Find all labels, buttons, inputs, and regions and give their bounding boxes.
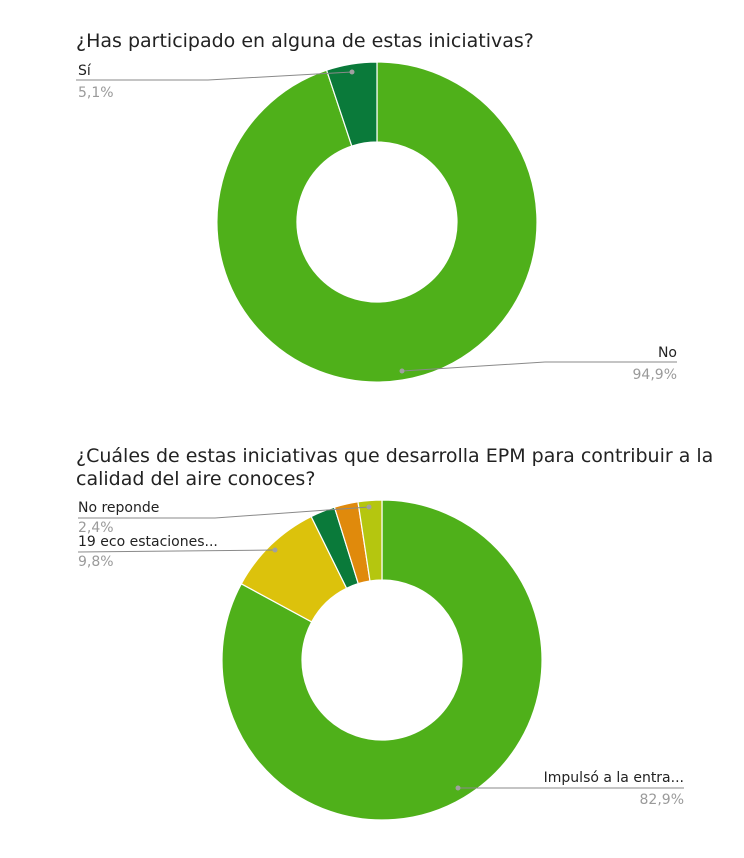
slice-pct-no: 94,9% (633, 367, 677, 383)
leader-line-no-reponde (78, 506, 370, 519)
leader-dot-no-reponde (366, 504, 372, 510)
slice-label-si: Sí (78, 63, 92, 79)
leader-dot-no (399, 368, 405, 374)
leader-dot-si (349, 69, 355, 75)
pie-slice (216, 61, 538, 383)
pie-slice (325, 61, 378, 147)
leader-line-eco-estaciones (77, 549, 276, 553)
slice-label-no: No (658, 345, 677, 361)
chart-title-line-1: ¿Cuáles de estas iniciativas que desarro… (76, 445, 713, 467)
chart-title: ¿Has participado en alguna de estas inic… (76, 30, 534, 52)
slice-pct-no-reponde: 2,4% (78, 520, 114, 536)
chart-title-line-2: calidad del aire conoces? (76, 468, 315, 490)
donut (221, 499, 543, 821)
slice-label-eco-estaciones: 19 eco estaciones... (78, 534, 218, 550)
chart-initiatives: ¿Cuáles de estas iniciativas que desarro… (76, 445, 713, 821)
leader-line-si (76, 71, 353, 81)
slice-label-no-reponde: No reponde (78, 500, 159, 516)
pie-slice (357, 499, 383, 582)
slice-label-impulso: Impulsó a la entra... (544, 770, 684, 786)
leader-dot-eco-estaciones (272, 547, 278, 553)
leader-dot-impulso (455, 785, 461, 791)
leader-line-no (401, 361, 677, 372)
donut (216, 61, 538, 383)
slice-pct-impulso: 82,9% (640, 792, 684, 808)
chart-participation: ¿Has participado en alguna de estas inic… (76, 30, 677, 383)
pie-slice (221, 499, 543, 821)
slice-pct-eco-estaciones: 9,8% (78, 554, 114, 570)
slice-pct-si: 5,1% (78, 85, 114, 101)
